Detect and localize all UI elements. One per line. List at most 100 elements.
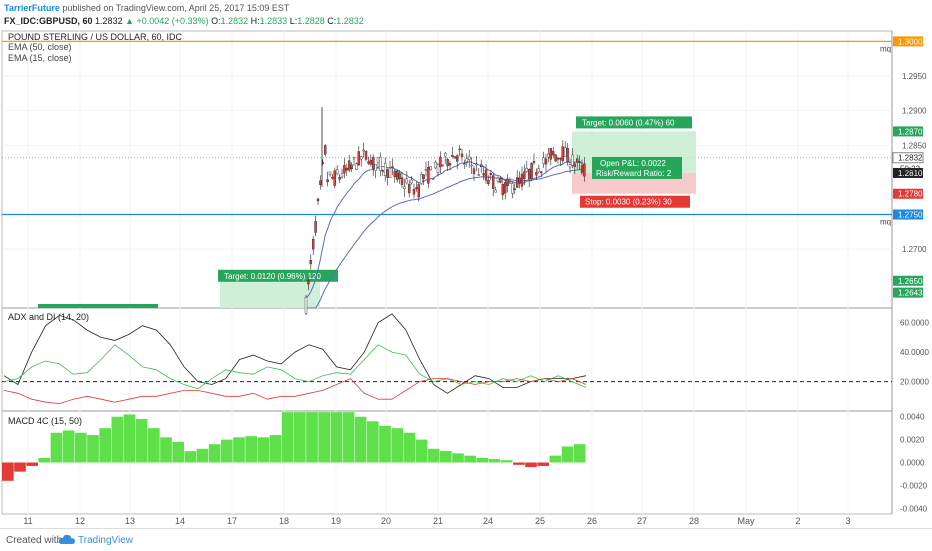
time-tick-label: May bbox=[737, 516, 755, 526]
time-tick-label: 19 bbox=[331, 516, 341, 526]
candle-body bbox=[458, 148, 461, 151]
time-tick-label: 3 bbox=[845, 516, 850, 526]
price-chart[interactable]: POUND STERLING / US DOLLAR, 60, IDC EMA … bbox=[0, 30, 932, 528]
candle-body bbox=[412, 189, 416, 195]
macd-tick-label: 0.0000 bbox=[900, 459, 925, 468]
candle-body bbox=[489, 173, 492, 175]
time-tick-label: 25 bbox=[535, 516, 545, 526]
open-pnl-label: Open P&L: 0.0022 bbox=[600, 159, 666, 168]
close-value: 1.2832 bbox=[336, 16, 364, 26]
macd-bar bbox=[573, 444, 586, 463]
candle-body bbox=[331, 177, 334, 179]
candle-body bbox=[316, 198, 320, 202]
macd-bar bbox=[87, 435, 99, 463]
resistance-price-tag bbox=[893, 36, 923, 47]
cloud-icon bbox=[58, 534, 75, 544]
symbol-name[interactable]: FX_IDC:GBPUSD, 60 bbox=[4, 16, 93, 26]
candle-body bbox=[436, 164, 440, 174]
time-tick-label: 18 bbox=[279, 516, 289, 526]
candle-body bbox=[477, 174, 480, 176]
macd-bar bbox=[208, 444, 221, 463]
candle-body bbox=[451, 155, 454, 157]
macd-bar bbox=[99, 428, 111, 463]
candle-body bbox=[564, 147, 567, 157]
candle-body bbox=[576, 158, 579, 163]
macd-bar bbox=[379, 425, 391, 463]
candle-body bbox=[444, 152, 447, 157]
adx-title: ADX and DI (14, 20) bbox=[8, 312, 89, 322]
candle-body bbox=[388, 167, 392, 178]
candle-body bbox=[312, 239, 315, 250]
candle-body bbox=[556, 157, 560, 160]
macd-bar bbox=[476, 457, 489, 463]
candle-body bbox=[408, 183, 411, 194]
candle-body bbox=[434, 161, 437, 169]
ema15-line bbox=[305, 160, 585, 298]
macd-bar bbox=[306, 412, 318, 463]
ema50-line bbox=[306, 169, 585, 309]
adx-series-adx bbox=[3, 313, 587, 394]
candle-body bbox=[338, 177, 341, 180]
candle-body bbox=[448, 163, 452, 166]
resistance-price-label: 1.3000 bbox=[898, 37, 923, 46]
candle-body bbox=[410, 179, 413, 184]
candle-body bbox=[578, 161, 581, 163]
published-text: published on TradingView.com, April 25, … bbox=[62, 3, 290, 13]
candle-body bbox=[333, 170, 336, 186]
price-tag bbox=[893, 275, 923, 286]
author-link[interactable]: TarrierFuture bbox=[4, 3, 60, 13]
macd-bar bbox=[233, 437, 245, 463]
candle-body bbox=[542, 157, 545, 164]
candle-body bbox=[583, 163, 586, 177]
target-label-box-2 bbox=[218, 269, 338, 282]
macd-bar bbox=[415, 439, 428, 463]
macd-bar bbox=[269, 435, 282, 463]
candle-body bbox=[376, 156, 380, 163]
countdown-timer: 50:23 bbox=[900, 165, 921, 174]
candle-body bbox=[544, 158, 548, 165]
candle-body bbox=[429, 166, 432, 170]
candle-body bbox=[547, 153, 550, 158]
candle-body bbox=[328, 171, 332, 175]
last-price: 1.2832 bbox=[95, 16, 123, 26]
macd-bar bbox=[111, 416, 124, 463]
candle-body bbox=[482, 173, 485, 176]
support-price-tag bbox=[893, 209, 923, 220]
candle-body bbox=[513, 188, 516, 190]
candle-body bbox=[475, 163, 478, 166]
macd-bar bbox=[245, 436, 257, 463]
adx-tick-label: 40.0000 bbox=[900, 348, 929, 357]
stop-label: Stop: 0.0030 (0.23%) 30 bbox=[585, 198, 672, 207]
candle-body bbox=[530, 162, 533, 179]
candle-body bbox=[492, 175, 495, 189]
candle-body bbox=[511, 183, 514, 194]
macd-bar bbox=[525, 462, 537, 468]
macd-bar bbox=[196, 448, 209, 463]
candle-body bbox=[561, 146, 564, 162]
candle-body bbox=[580, 165, 584, 173]
ema50-legend: EMA (50, close) bbox=[8, 42, 72, 52]
candle-body bbox=[398, 172, 401, 179]
candle-body bbox=[537, 168, 540, 172]
open-value: 1.2832 bbox=[220, 16, 249, 26]
candle-body bbox=[319, 180, 322, 185]
macd-bar bbox=[2, 462, 14, 481]
candle-body bbox=[535, 172, 538, 176]
macd-bar bbox=[391, 428, 403, 463]
macd-bar bbox=[440, 451, 452, 463]
close-label: C: bbox=[327, 16, 337, 26]
candle-body bbox=[523, 171, 526, 179]
macd-bar bbox=[500, 460, 513, 463]
candle-body bbox=[516, 177, 519, 188]
target-label-2: Target: 0.0120 (0.96%) 120 bbox=[224, 272, 322, 281]
candle-body bbox=[391, 166, 394, 168]
candle-body bbox=[554, 154, 557, 162]
candle-body bbox=[441, 164, 444, 167]
candle-body bbox=[415, 187, 418, 189]
candle-body bbox=[400, 177, 404, 185]
candle-body bbox=[484, 169, 488, 181]
macd-tick-label: -0.0040 bbox=[900, 504, 928, 513]
macd-bar bbox=[184, 451, 197, 463]
tradingview-logo-text[interactable]: TradingView bbox=[78, 535, 134, 546]
candle-body bbox=[304, 297, 308, 314]
